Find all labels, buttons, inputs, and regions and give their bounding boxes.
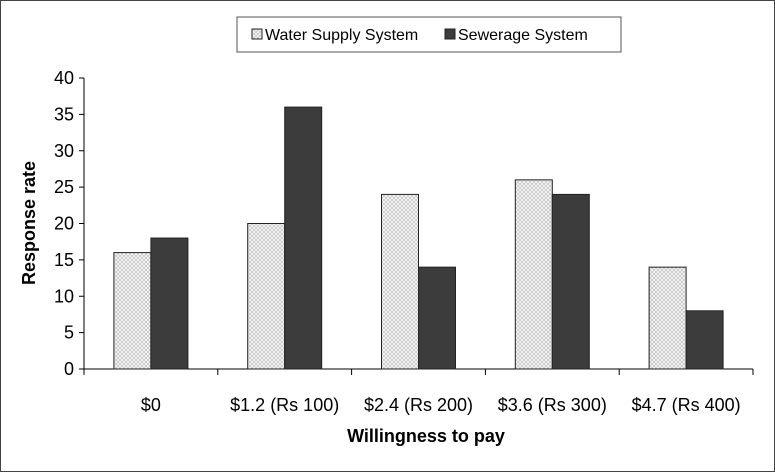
x-tick-label: $0	[141, 395, 161, 415]
y-tick-label: 10	[54, 286, 74, 306]
water-supply-bar	[113, 252, 152, 370]
y-tick-label: 25	[54, 177, 74, 197]
x-tick-label: $1.2 (Rs 100)	[230, 395, 339, 415]
y-axis-title: Response rate	[19, 161, 39, 285]
water-supply-bar	[514, 179, 553, 370]
legend-box	[236, 16, 622, 53]
water-supply-bar	[247, 223, 286, 370]
x-tick-label: $2.4 (Rs 200)	[364, 395, 473, 415]
sewerage-bar	[418, 266, 456, 370]
water-supply-bar	[381, 193, 419, 370]
legend-label-water-supply: Water Supply System	[265, 27, 418, 44]
y-tick-label: 20	[54, 214, 74, 234]
x-tick-label: $4.7 (Rs 400)	[632, 395, 741, 415]
x-tick-label: $3.6 (Rs 300)	[498, 395, 607, 415]
y-axis-ticks: 0 5 10 15 20 25 30 35 40	[54, 68, 84, 379]
sewerage-bar	[551, 193, 590, 370]
y-tick-label: 35	[54, 104, 74, 124]
sewerage-bar	[685, 310, 724, 370]
sewerage-bar	[284, 106, 323, 370]
y-tick-label: 0	[64, 359, 74, 379]
bar-series	[113, 106, 724, 370]
legend-swatch-water-supply	[251, 28, 263, 40]
y-tick-label: 40	[54, 68, 74, 88]
y-tick-label: 15	[54, 250, 74, 270]
chart-legend: Water Supply System Sewerage System	[236, 16, 622, 53]
x-axis-ticks: $0 $1.2 (Rs 100) $2.4 (Rs 200) $3.6 (Rs 300…	[83, 369, 754, 415]
y-tick-label: 30	[54, 141, 74, 161]
water-supply-bar	[648, 266, 687, 370]
sewerage-bar	[150, 237, 189, 370]
x-axis-title: Willingness to pay	[347, 426, 505, 446]
legend-swatch-sewerage	[444, 28, 456, 40]
y-tick-label: 5	[64, 323, 74, 343]
legend-label-sewerage: Sewerage System	[458, 27, 588, 44]
